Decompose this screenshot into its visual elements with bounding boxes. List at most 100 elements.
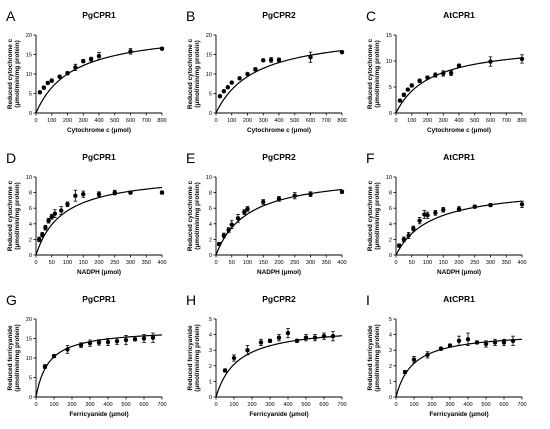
- panel-e-title: PgCPR2: [262, 152, 296, 162]
- panel-c-x-tick-label: 300: [439, 118, 448, 124]
- panel-g-y-tick-label: 20: [26, 317, 32, 323]
- panel-e-x-axis-label: NADPH (μmol): [257, 269, 301, 276]
- panel-g-data-point: [42, 364, 48, 369]
- panel-b-data-point: [308, 55, 313, 60]
- panel-g-y-tick-label: 5: [29, 376, 32, 382]
- panel-a-y-tick-label: 15: [26, 53, 32, 59]
- panel-a-letter: A: [6, 8, 16, 24]
- panel-g-y-axis-label-line: (μmol/min/mg protein): [14, 324, 21, 391]
- panel-f-data-point: [417, 218, 422, 223]
- panel-a-x-tick-label: 800: [157, 118, 166, 124]
- panel-a-x-tick-label: 700: [142, 118, 151, 124]
- panel-f-data-point: [396, 243, 402, 248]
- panel-d-x-tick-label: 200: [94, 260, 103, 266]
- panel-h-data-point: [285, 330, 291, 336]
- panel-c-x-tick-label: 200: [423, 118, 432, 124]
- panel-c-y-axis-label: Reduced cytochrome c(μmol/min/mg protein…: [367, 38, 381, 109]
- panel-e-data-point: [261, 199, 266, 205]
- panel-i-x-tick-label: 700: [517, 402, 526, 408]
- panel-f-y-tick-label: 4: [389, 222, 392, 228]
- panel-g-letter: G: [6, 292, 17, 308]
- panel-a-y-axis-label-line: (μmol/min/mg protein): [14, 40, 21, 107]
- panel-a-data-point: [45, 80, 51, 86]
- panel-b-data-point: [225, 85, 231, 90]
- panel-e-data-point: [292, 193, 297, 198]
- panel-b-y-tick-label: 10: [206, 72, 212, 78]
- panel-i-data-point: [510, 338, 516, 344]
- panel-i-y-tick-label: 4: [389, 333, 392, 339]
- panel-d-x-tick-label: 300: [126, 260, 135, 266]
- panel-d-data-point: [40, 232, 45, 237]
- panel-i-x-tick-label: 0: [394, 402, 397, 408]
- panel-b-x-tick-label: 800: [337, 118, 346, 124]
- panel-e-data-point: [242, 209, 247, 215]
- panel-h-y-axis-label-line: Reduced ferricyanide: [187, 325, 194, 390]
- panel-d-data-point: [36, 237, 42, 242]
- panel-g-x-tick-label: 700: [157, 402, 166, 408]
- panel-f-x-tick-label: 250: [470, 260, 479, 266]
- panel-i-y-axis-label-line: Reduced ferricyanide: [367, 325, 374, 390]
- panel-i-x-tick-label: 100: [409, 402, 418, 408]
- panel-i-y-tick-label: 0: [389, 395, 392, 401]
- panel-a-x-tick-label: 200: [63, 118, 72, 124]
- panel-c-letter: C: [366, 8, 376, 24]
- panel-c-y-tick-label: 15: [386, 33, 392, 39]
- panel-d-data-point: [159, 190, 165, 195]
- panel-h-x-tick-label: 100: [229, 402, 238, 408]
- panel-i-data-point: [447, 343, 453, 348]
- panel-i-x-axis-label: Ferricyanide (μmol): [429, 411, 488, 418]
- panel-a-x-tick-label: 300: [79, 118, 88, 124]
- panel-b-data-point: [339, 49, 345, 55]
- panel-h-y-axis-label: Reduced ferricyanide(μmol/min/mg protein…: [187, 324, 201, 391]
- panel-d-letter: D: [6, 150, 16, 166]
- panel-b-data-point: [245, 71, 250, 77]
- panel-i-x-tick-label: 400: [463, 402, 472, 408]
- panel-b-y-tick-label: 0: [209, 111, 212, 117]
- panel-h-x-tick-label: 200: [247, 402, 256, 408]
- panel-b-fit-curve: [215, 50, 343, 114]
- panel-d-y-tick-label: 2: [29, 237, 32, 243]
- panel-e-y-tick-label: 2: [209, 237, 212, 243]
- panel-f-x-tick-label: 100: [423, 260, 432, 266]
- panel-b-x-axis-label: Cytochrome c (μmol): [247, 127, 311, 134]
- panel-g-x-tick-label: 600: [139, 402, 148, 408]
- panel-f-data-point: [411, 226, 416, 231]
- panel-a-data-point: [88, 56, 94, 62]
- panel-a-y-tick-label: 20: [26, 33, 32, 39]
- panel-b-data-point: [261, 58, 266, 63]
- panel-a-data-point: [73, 65, 78, 70]
- panel-b-data-point: [229, 80, 234, 85]
- panel-f-x-tick-label: 400: [517, 260, 526, 266]
- panel-h-fit-curve: [215, 335, 343, 398]
- panel-e-data-point: [235, 216, 241, 221]
- panel-f-x-tick-label: 350: [502, 260, 511, 266]
- panel-b-x-tick-label: 100: [227, 118, 236, 124]
- panel-c-title: AtCPR1: [443, 10, 475, 20]
- panel-g-data-point: [141, 336, 147, 341]
- panel-b-x-tick-label: 300: [259, 118, 268, 124]
- panel-h-x-tick-label: 400: [283, 402, 292, 408]
- panel-g-y-tick-label: 0: [29, 395, 32, 401]
- panel-h-data-point: [312, 335, 318, 340]
- panel-g-x-tick-label: 0: [34, 402, 37, 408]
- panel-d-data-point: [49, 214, 54, 219]
- panel-i-data-point: [425, 352, 430, 358]
- panel-g-x-tick-label: 300: [85, 402, 94, 408]
- panel-e-y-tick-label: 6: [209, 206, 212, 212]
- panel-f-data-point: [472, 204, 477, 209]
- panel-f-data-point: [433, 210, 438, 216]
- panel-f-data-point: [519, 202, 525, 207]
- panel-c-data-point: [397, 98, 403, 103]
- panel-d-y-axis-label: Reduced cytochrome c(μmol/min/mg protein…: [7, 180, 21, 251]
- panel-i-chart: I AtCPR1 0 100 200 300 400 500 600 700 0 1 2 3 4 5 Ferri…: [366, 292, 527, 418]
- panel-h-x-tick-label: 300: [265, 402, 274, 408]
- panel-e-y-tick-label: 8: [209, 191, 212, 197]
- panel-c-y-tick-label: 0: [389, 111, 392, 117]
- panel-c-x-tick-label: 500: [470, 118, 479, 124]
- panel-e-data-point: [339, 189, 345, 195]
- panel-b-chart: B PgCPR2 0 100 200 300 400 500 600 700 800 0 5 10 15 20…: [186, 8, 347, 134]
- panel-e-y-tick-label: 4: [209, 222, 212, 228]
- panel-e-chart: E PgCPR2 0 50 100 150 200 250 300 350 400 0 2 4 6 8 10 NA…: [186, 150, 347, 276]
- panel-g-x-tick-label: 400: [103, 402, 112, 408]
- panel-a-data-point: [65, 71, 70, 76]
